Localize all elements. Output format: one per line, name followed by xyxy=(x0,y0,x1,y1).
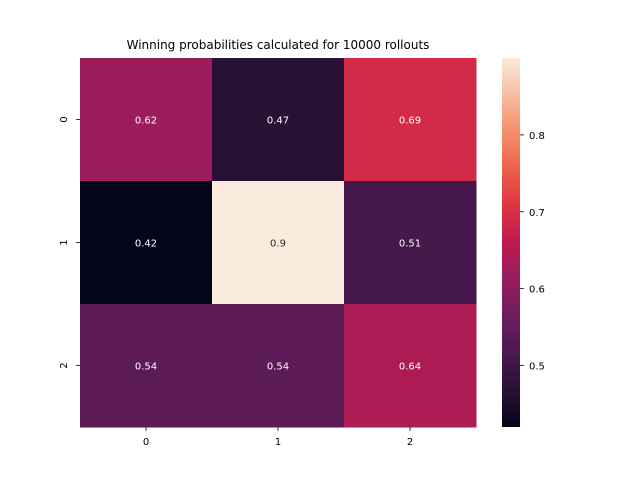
y-tick-label-1: 1 xyxy=(59,239,70,245)
cell-value-label-2-1: 0.54 xyxy=(267,362,289,373)
x-axis: 0 1 2 xyxy=(143,427,413,448)
colorbar: 0.5 0.6 0.7 0.8 xyxy=(502,58,545,427)
heatmap-cells: 0.62 0.47 0.69 0.42 0.9 0.51 0.54 0.54 0.64 xyxy=(80,58,477,428)
heatmap-cell-1-0 xyxy=(80,181,213,305)
heatmap-cell-1-1 xyxy=(212,181,345,305)
y-tick-label-0: 0 xyxy=(59,116,70,122)
y-axis: 0 1 2 xyxy=(59,116,80,369)
cell-value-label-0-1: 0.47 xyxy=(267,116,289,127)
heatmap-cell-2-1 xyxy=(212,304,345,428)
y-tick-label-2: 2 xyxy=(59,362,70,368)
cell-value-label-2-2: 0.64 xyxy=(399,362,421,373)
heatmap-cell-0-1 xyxy=(212,58,345,182)
colorbar-gradient xyxy=(502,58,520,427)
heatmap-cell-0-2 xyxy=(344,58,477,182)
cell-value-label-1-0: 0.42 xyxy=(135,239,157,250)
x-tick-label-0: 0 xyxy=(143,437,149,448)
x-tick-label-2: 2 xyxy=(407,437,413,448)
heatmap-cell-2-2 xyxy=(344,304,477,428)
heatmap-cell-0-0 xyxy=(80,58,213,182)
colorbar-tick-label-2: 0.7 xyxy=(529,208,545,219)
heatmap-cell-2-0 xyxy=(80,304,213,428)
cell-value-label-1-2: 0.51 xyxy=(399,239,421,250)
colorbar-tick-label-1: 0.6 xyxy=(529,285,545,296)
cell-value-label-0-2: 0.69 xyxy=(399,116,421,127)
heatmap-cell-1-2 xyxy=(344,181,477,305)
colorbar-tick-label-3: 0.8 xyxy=(529,131,545,142)
cell-value-label-1-1: 0.9 xyxy=(270,239,286,250)
chart-title: Winning probabilities calculated for 100… xyxy=(127,38,430,52)
cell-value-label-0-0: 0.62 xyxy=(135,116,157,127)
x-tick-label-1: 1 xyxy=(275,437,281,448)
colorbar-tick-label-0: 0.5 xyxy=(529,362,545,373)
cell-value-label-2-0: 0.54 xyxy=(135,362,157,373)
